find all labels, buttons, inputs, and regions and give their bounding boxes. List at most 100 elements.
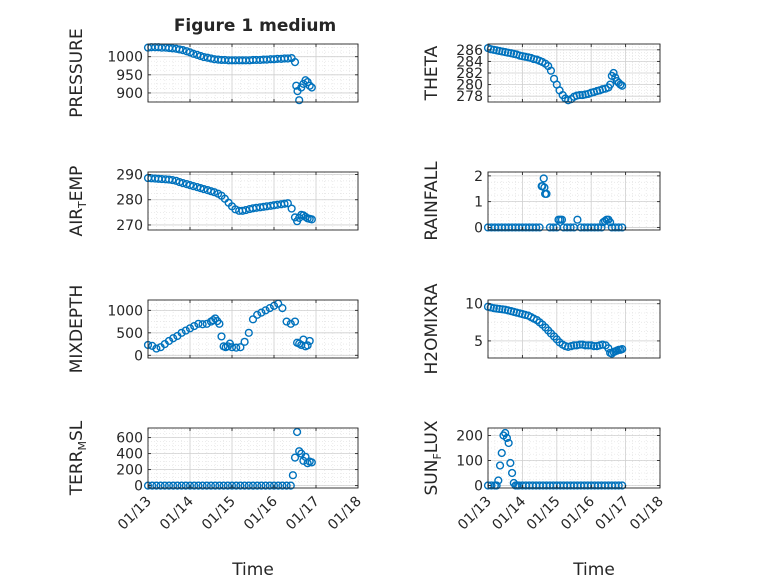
y-axis-label: SUNFLUX	[422, 420, 444, 495]
data-point	[211, 481, 220, 490]
data-point	[283, 199, 292, 208]
y-tick-label: 0	[134, 479, 143, 495]
data-point	[280, 199, 289, 208]
axes-box	[147, 427, 359, 489]
data-point	[253, 310, 262, 319]
data-point	[278, 481, 287, 490]
axes-box	[487, 171, 661, 231]
data-point	[169, 334, 178, 343]
data-point	[494, 476, 503, 485]
data-point	[223, 481, 232, 490]
data-point	[232, 343, 241, 352]
data-point	[169, 481, 178, 490]
data-point	[175, 177, 184, 187]
data-point	[618, 81, 627, 90]
data-point	[495, 46, 504, 56]
data-point	[292, 81, 301, 90]
data-point	[173, 481, 182, 490]
y-tick-label: 500	[116, 326, 143, 342]
y-tick-label: 5	[474, 334, 483, 350]
y-tick-label: 0	[134, 348, 143, 364]
y-tick-label: 600	[116, 431, 143, 447]
y-axis-label: RAINFALL	[422, 161, 442, 241]
data-point	[290, 58, 300, 67]
data-point	[278, 303, 287, 313]
data-point	[194, 481, 203, 490]
data-point	[202, 319, 211, 328]
data-point	[248, 315, 258, 324]
data-point	[589, 342, 599, 351]
data-point	[282, 317, 291, 326]
data-point	[609, 68, 618, 78]
y-axis-label: H2OMIXRA	[422, 283, 442, 374]
data-point	[244, 481, 253, 490]
y-tick-label: 280	[456, 78, 483, 94]
data-point	[236, 481, 245, 490]
data-point	[497, 448, 506, 458]
data-point	[557, 215, 567, 224]
subplot-mixdepth: 0 500 1000 MIXDEPTH	[67, 285, 359, 373]
data-series	[483, 428, 627, 490]
data-point	[507, 468, 517, 478]
y-tick-label: 0	[474, 220, 483, 236]
data-point	[305, 81, 314, 90]
data-point	[248, 481, 258, 490]
data-point	[293, 427, 302, 437]
data-point	[593, 223, 603, 232]
data-point	[295, 96, 304, 105]
figure-title: Figure 1 medium	[174, 16, 336, 36]
data-point	[495, 461, 505, 470]
data-point	[573, 215, 582, 224]
data-point	[495, 304, 504, 314]
subplot-pressure: 900 950 1000 PRESSURE	[67, 28, 359, 118]
data-point	[521, 52, 530, 61]
data-point	[566, 223, 575, 232]
data-point	[210, 188, 219, 197]
data-point	[572, 91, 581, 100]
data-point	[202, 481, 211, 490]
data-point	[219, 481, 228, 490]
data-point	[504, 438, 513, 448]
data-point	[606, 80, 615, 89]
data-point	[575, 90, 584, 100]
axes-box	[147, 43, 359, 103]
subplot-air_temp: 270 280 290 AIRTEMP	[67, 166, 359, 237]
data-point	[502, 433, 512, 443]
data-point	[215, 481, 224, 490]
data-point	[265, 303, 274, 313]
data-point	[177, 328, 186, 337]
y-tick-label: 10	[465, 297, 483, 313]
x-axis-label: Time	[572, 560, 615, 580]
data-point	[178, 46, 187, 55]
y-tick-label: 284	[456, 54, 483, 70]
data-point	[152, 344, 161, 353]
y-tick-label: 100	[456, 454, 483, 470]
y-tick-label: 400	[116, 447, 143, 463]
data-point	[539, 174, 548, 183]
y-axis-label: AIRTEMP	[67, 166, 89, 237]
data-point	[307, 458, 316, 467]
data-point	[597, 223, 606, 232]
data-point	[160, 481, 169, 490]
y-tick-label: 1000	[107, 303, 143, 319]
y-tick-label: 1000	[107, 50, 143, 66]
data-point	[217, 332, 226, 341]
data-point	[240, 481, 249, 490]
y-tick-label: 2	[474, 169, 483, 185]
data-point	[606, 218, 615, 227]
data-point	[181, 326, 190, 335]
data-point	[575, 340, 584, 349]
data-point	[206, 187, 216, 196]
y-tick-label: 282	[456, 66, 483, 82]
data-point	[261, 481, 270, 490]
y-tick-label: 900	[116, 86, 143, 102]
data-point	[227, 481, 237, 490]
data-point	[286, 319, 295, 328]
data-series	[143, 43, 316, 105]
data-point	[532, 223, 541, 232]
data-point	[189, 49, 198, 58]
data-point	[232, 481, 241, 490]
data-point	[178, 178, 187, 188]
